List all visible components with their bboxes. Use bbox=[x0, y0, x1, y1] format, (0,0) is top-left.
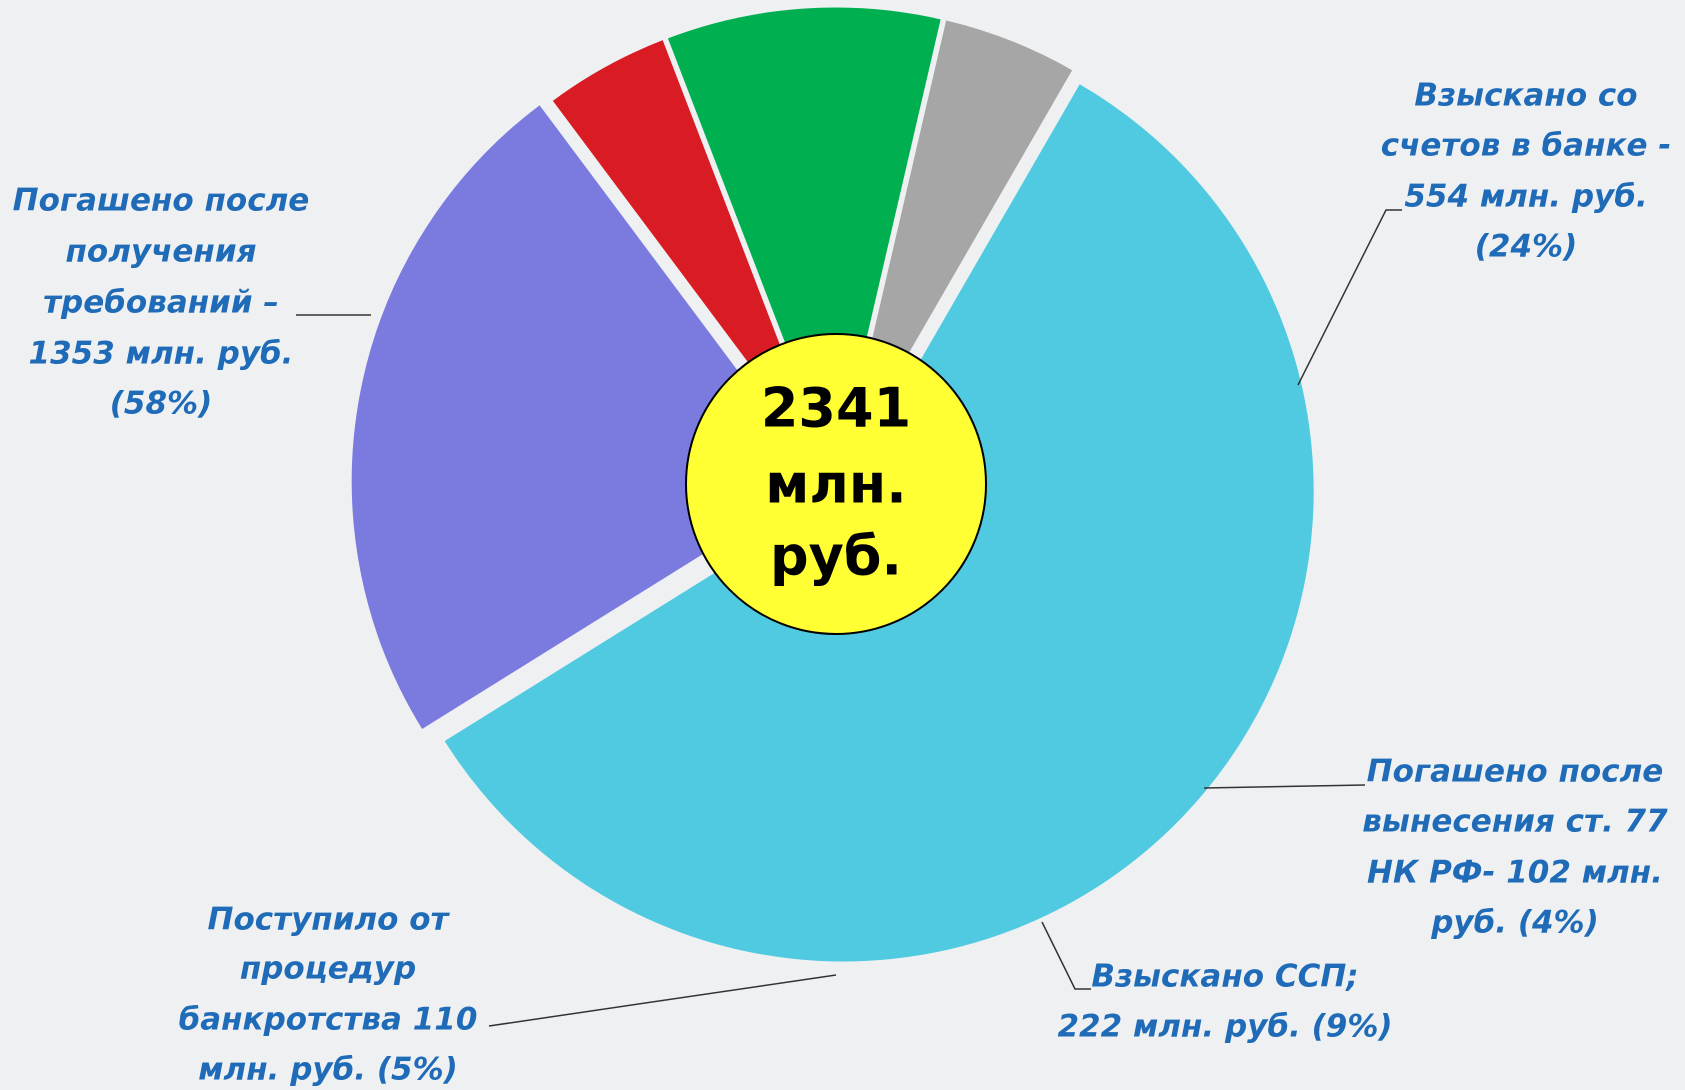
pie-slice bbox=[664, 4, 945, 484]
data-label: получения bbox=[66, 234, 257, 270]
data-label: 554 млн. руб. bbox=[1404, 179, 1647, 215]
data-label: Взыскано со bbox=[1414, 78, 1637, 114]
data-label: 1353 млн. руб. bbox=[29, 336, 294, 372]
center-label: млн. bbox=[765, 453, 907, 516]
pie-slice bbox=[348, 101, 825, 734]
center-circle bbox=[685, 333, 987, 635]
data-label: процедур bbox=[240, 951, 416, 987]
leader-line bbox=[1203, 784, 1366, 789]
leader-line bbox=[1041, 921, 1091, 990]
data-label: (58%) bbox=[110, 386, 213, 422]
data-label: требований – bbox=[43, 285, 279, 321]
data-label: млн. руб. (5%) bbox=[198, 1052, 458, 1088]
data-label: Погашено после bbox=[13, 183, 310, 219]
data-label: НК РФ- 102 млн. bbox=[1367, 855, 1663, 891]
data-label: вынесения ст. 77 bbox=[1362, 804, 1668, 840]
data-label: банкротства 110 bbox=[179, 1002, 478, 1038]
data-label: (24%) bbox=[1475, 229, 1578, 265]
data-label: счетов в банке - bbox=[1381, 128, 1671, 164]
leader-line bbox=[1297, 209, 1402, 386]
data-label: Поступило от bbox=[208, 902, 451, 938]
center-label: руб. bbox=[770, 525, 902, 588]
leader-line bbox=[488, 974, 837, 1027]
data-label: Взыскано ССП; bbox=[1091, 959, 1358, 995]
data-label: 222 млн. руб. (9%) bbox=[1057, 1009, 1392, 1045]
center-label: 2341 bbox=[761, 377, 911, 440]
data-label: Погашено после bbox=[1367, 754, 1664, 790]
data-label: руб. (4%) bbox=[1430, 905, 1599, 941]
